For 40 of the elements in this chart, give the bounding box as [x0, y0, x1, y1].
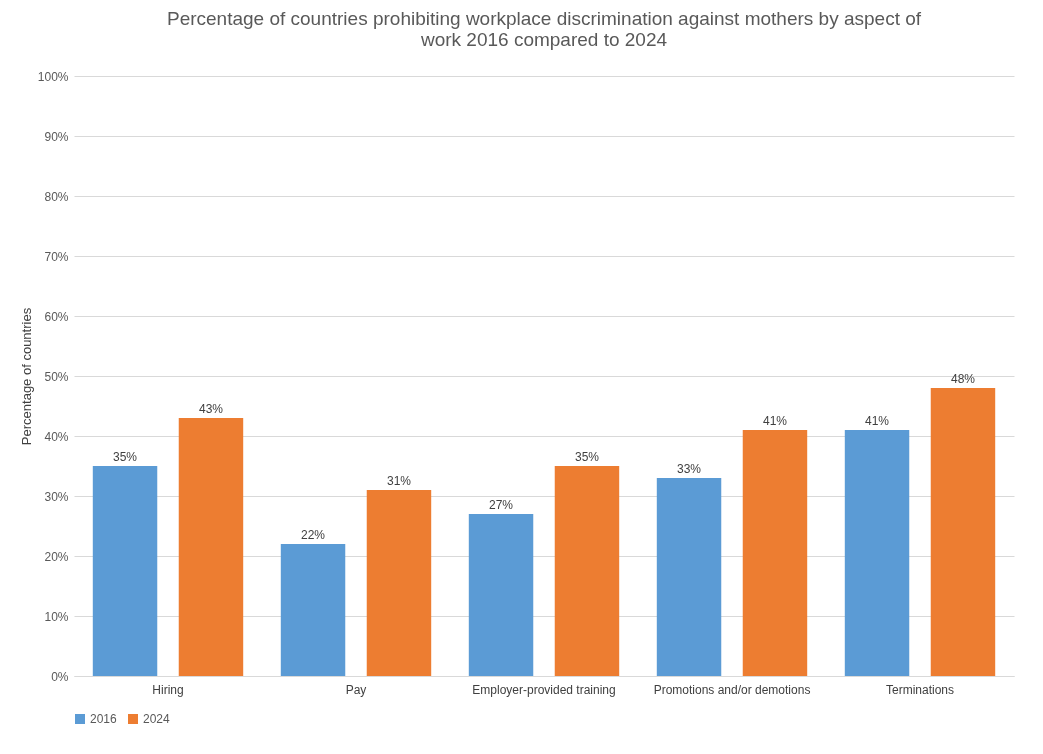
bar	[178, 418, 244, 676]
bar	[930, 388, 996, 676]
y-axis-title: Percentage of countries	[18, 307, 34, 446]
y-tick-label: 80%	[44, 189, 69, 204]
y-tick-label: 70%	[44, 249, 69, 264]
legend-label: 2024	[143, 712, 171, 726]
y-tick-label: 40%	[44, 429, 69, 444]
y-tick-label: 60%	[44, 309, 69, 324]
y-tick-label: 10%	[44, 609, 69, 624]
data-label: 41%	[865, 414, 890, 428]
bar	[656, 478, 722, 676]
data-label: 41%	[762, 414, 788, 428]
data-label: 33%	[677, 462, 702, 476]
y-tick-label: 0%	[51, 669, 69, 684]
legend-label: 2016	[90, 712, 118, 726]
bar	[844, 430, 910, 676]
y-tick-label: 20%	[44, 549, 69, 564]
y-tick-label: 90%	[44, 129, 69, 144]
data-label: 31%	[386, 474, 412, 488]
bar	[92, 466, 158, 676]
x-tick-label: Promotions and/or demotions	[653, 682, 811, 697]
bar	[554, 466, 620, 676]
y-tick-label: 100%	[37, 69, 69, 84]
x-tick-label: Employer-provided training	[472, 682, 616, 697]
bar	[742, 430, 808, 676]
data-label: 22%	[301, 528, 326, 542]
x-tick-label: Pay	[345, 682, 367, 697]
data-label: 35%	[113, 450, 138, 464]
data-label: 27%	[489, 498, 514, 512]
y-tick-label: 50%	[44, 369, 69, 384]
data-label: 43%	[198, 402, 224, 416]
x-tick-label: Hiring	[152, 682, 184, 697]
bar	[280, 544, 346, 676]
bar	[366, 490, 432, 676]
y-tick-label: 30%	[44, 489, 69, 504]
x-tick-label: Terminations	[885, 682, 955, 697]
data-label: 35%	[574, 450, 600, 464]
bar	[468, 514, 534, 676]
data-label: 48%	[950, 372, 976, 386]
chart-title: Percentage of countries prohibiting workplace discrimination against mothers by aspect of work 2016 compared to 2024	[166, 8, 922, 50]
